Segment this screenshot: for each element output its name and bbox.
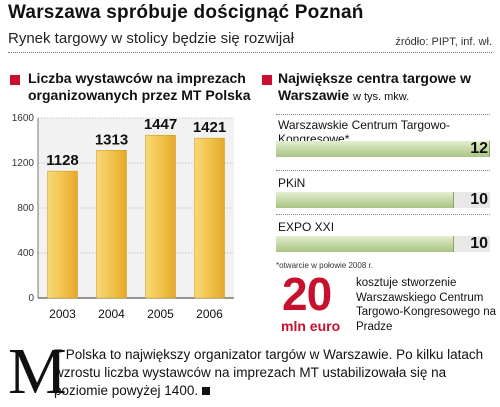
page-title: Warszawa spróbuje doścignąć Poznań [8, 2, 364, 23]
hbar-item: PKiN 10 [276, 174, 490, 214]
hbar-divider [276, 214, 490, 215]
bar-2004 [96, 150, 127, 299]
section-marker-icon [10, 75, 20, 85]
hbar-divider [276, 170, 490, 171]
centers-chart-title: Największe centra targowe w Warszawie w … [278, 70, 494, 106]
hbar-expo [276, 236, 455, 252]
bar-value-label: 1447 [144, 116, 177, 133]
exhibitors-bar-chart: 0 400 800 1200 1600 1128 2003 1313 2004 1447 2005 1… [12, 113, 234, 321]
centers-chart-title-text: Największe centra targowe w Warszawie [278, 70, 471, 103]
article-dropcap: M [8, 335, 67, 407]
centers-chart-unit: w tys. mkw. [352, 91, 410, 103]
y-tick-label: 0 [28, 293, 34, 304]
hbar-footnote: *otwarcie w połowie 2008 r. [276, 261, 373, 270]
end-mark-icon [202, 387, 211, 396]
bar-value-label: 1313 [95, 131, 128, 148]
callout-text: kosztuje stworzenie Warszawskiego Centru… [356, 277, 497, 333]
hbar-wctk [276, 141, 490, 157]
hbar-value-label: 10 [470, 191, 488, 208]
callout-unit: mln euro [281, 318, 341, 334]
hbar-category-label: PKiN [278, 176, 306, 190]
section-marker-icon [262, 75, 272, 85]
hbar-item: EXPO XXI 10 [276, 218, 490, 258]
page-subtitle: Rynek targowy w stolicy będzie się rozwi… [8, 30, 294, 47]
x-tick-label: 2004 [98, 307, 125, 321]
hbar-divider [276, 114, 490, 115]
bar-2006 [194, 137, 225, 299]
bar-value-label: 1128 [46, 152, 79, 169]
y-tick-label: 1200 [12, 158, 35, 169]
article-text: T Polska to największy organizator targó… [54, 347, 484, 398]
y-tick-label: 1600 [12, 113, 35, 124]
bar-chart-title: Liczba wystawców na imprezach organizowa… [28, 70, 251, 103]
bar-2005 [145, 134, 176, 299]
source-note: źródło: PIPT, inf. wł. [395, 36, 492, 48]
article-paragraph: T Polska to największy organizator targó… [54, 346, 494, 400]
y-tick-label: 400 [17, 248, 34, 259]
x-tick-label: 2003 [49, 307, 76, 321]
article-body: M T Polska to największy organizator tar… [8, 339, 494, 405]
bar-value-label: 1421 [193, 119, 226, 136]
bar-2003 [47, 170, 78, 299]
x-tick-label: 2006 [196, 307, 223, 321]
callout-number: 20 [282, 268, 332, 320]
hbar-value-label: 12 [470, 140, 488, 157]
header-divider [8, 52, 492, 53]
hbar-category-label: EXPO XXI [278, 220, 335, 234]
x-tick-label: 2005 [147, 307, 174, 321]
hbar-value-label: 10 [470, 235, 488, 252]
hbar-pkin [276, 192, 455, 208]
hbar-item: Warszawskie Centrum Targowo-Kongresowe* … [276, 118, 490, 168]
y-tick-label: 800 [17, 203, 34, 214]
